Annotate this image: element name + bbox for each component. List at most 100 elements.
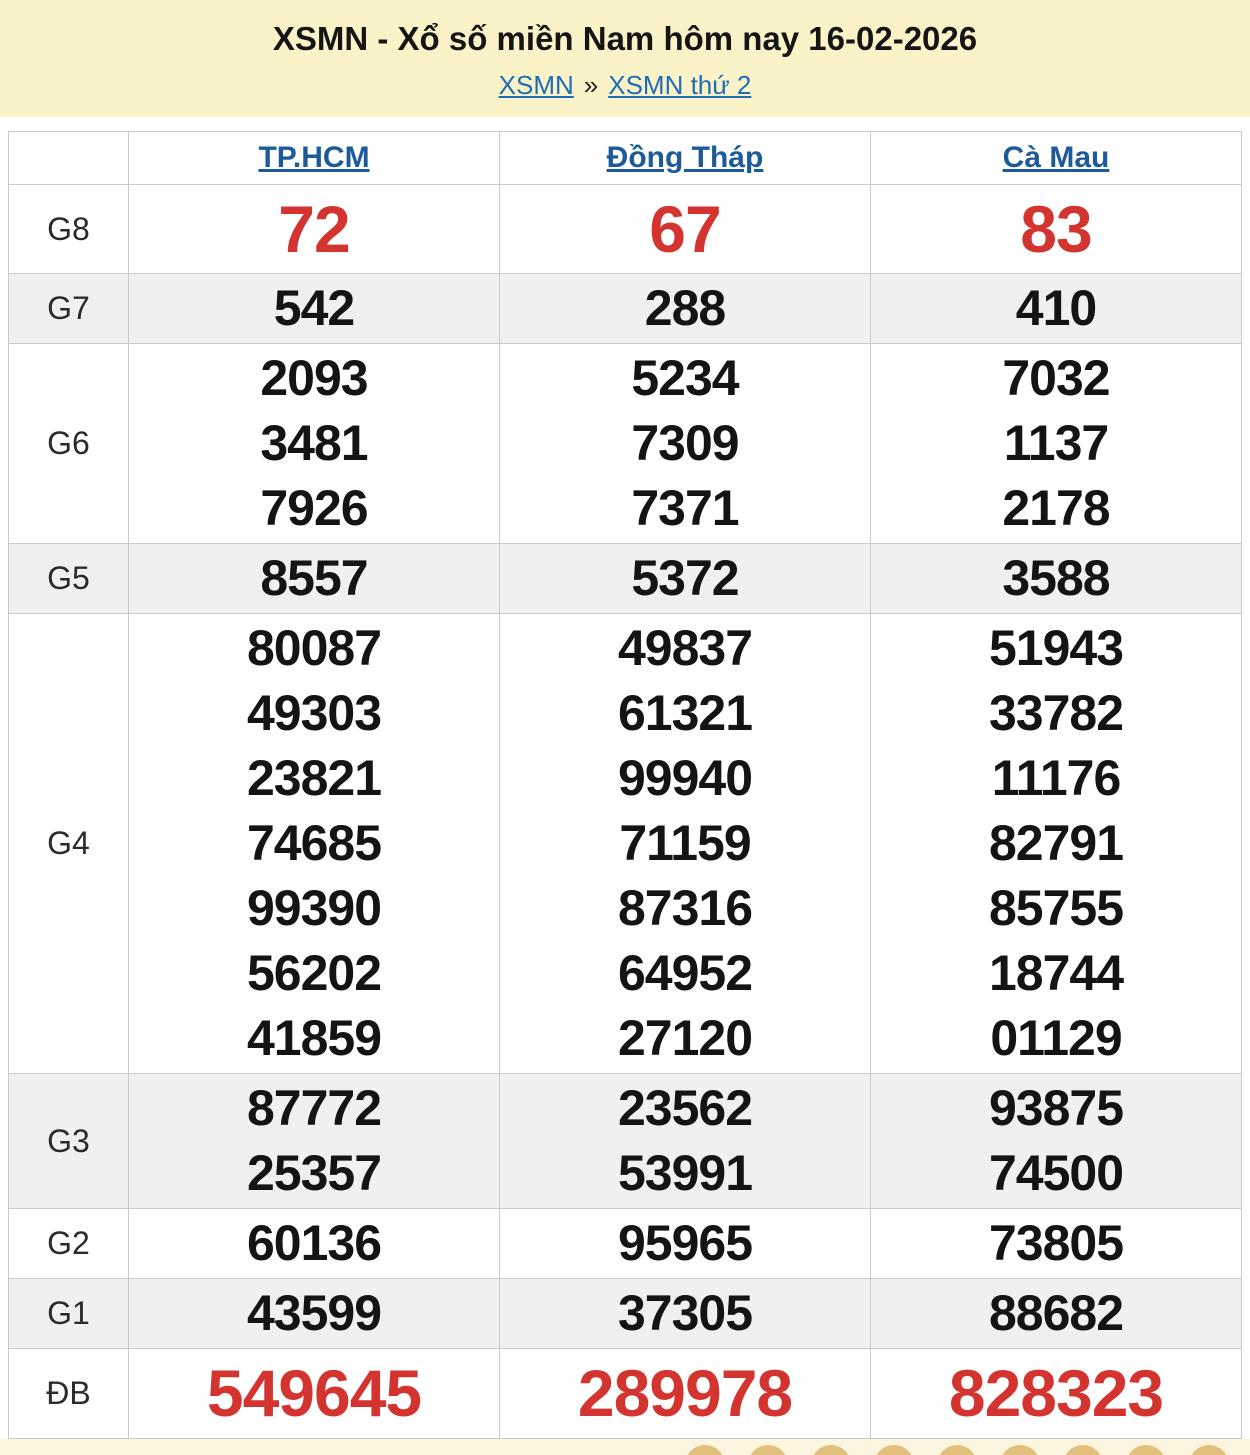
- result-number: 95965: [617, 1215, 753, 1272]
- result-number: 73805: [988, 1215, 1124, 1272]
- prize-row-g7: G7 542 288 410: [8, 273, 1242, 345]
- breadcrumb-link-current[interactable]: XSMN thứ 2: [608, 70, 752, 100]
- column-header-link-tphcm[interactable]: TP.HCM: [258, 141, 370, 174]
- prize-label: G2: [8, 1208, 129, 1280]
- result-number: 27120: [617, 1010, 753, 1067]
- result-number: 25357: [246, 1145, 382, 1202]
- prize-label: G6: [8, 343, 129, 545]
- breadcrumb-separator: »: [583, 70, 599, 100]
- result-number: 3588: [1002, 550, 1110, 607]
- page-header: XSMN - Xổ số miền Nam hôm nay 16-02-2026…: [0, 0, 1250, 117]
- result-number: 3481: [260, 415, 368, 472]
- result-cell: 288: [499, 273, 871, 345]
- result-cell: 43599: [128, 1278, 500, 1350]
- prize-row-g5: G5 8557 5372 3588: [8, 543, 1242, 615]
- prize-label: G4: [8, 613, 129, 1075]
- result-number: 1137: [1003, 415, 1109, 472]
- page-title: XSMN - Xổ số miền Nam hôm nay 16-02-2026: [272, 20, 978, 57]
- result-number: 60136: [246, 1215, 382, 1272]
- result-number: 80087: [246, 620, 382, 677]
- result-cell: 289978: [499, 1348, 871, 1439]
- result-number: 67: [649, 192, 721, 266]
- result-cell: 88682: [870, 1278, 1242, 1350]
- prize-label: G5: [8, 543, 129, 615]
- result-cell: 5234 7309 7371: [499, 343, 871, 545]
- loto-ball-icon: [874, 1444, 914, 1455]
- result-cell: 72: [128, 183, 500, 275]
- result-cell: 828323: [870, 1348, 1242, 1439]
- result-number: 74685: [246, 815, 382, 872]
- result-cell: 37305: [499, 1278, 871, 1350]
- result-cell: 542: [128, 273, 500, 345]
- result-number: 8557: [260, 550, 368, 607]
- column-header-link-ca-mau[interactable]: Cà Mau: [1002, 141, 1110, 174]
- prize-row-g8: G8 72 67 83: [8, 183, 1242, 275]
- result-number: 11176: [991, 750, 1122, 807]
- prize-row-g2: G2 60136 95965 73805: [8, 1208, 1242, 1280]
- result-cell: 2093 3481 7926: [128, 343, 500, 545]
- breadcrumb: XSMN » XSMN thứ 2: [0, 70, 1250, 101]
- prize-label: G8: [8, 183, 129, 275]
- lottery-results-table: TP.HCM Đồng Tháp Cà Mau G8 72 67 83 G7 542 288…: [8, 131, 1242, 1439]
- results-body: G8 72 67 83 G7 542 288 410 G6 2093 3481 7926 5234 730…: [8, 183, 1242, 1439]
- result-number: 18744: [988, 945, 1124, 1002]
- result-number: 7926: [260, 480, 368, 537]
- result-number: 43599: [246, 1285, 382, 1342]
- result-number: 37305: [617, 1285, 753, 1342]
- result-number: 23562: [617, 1080, 753, 1137]
- result-number: 87772: [246, 1080, 382, 1137]
- result-cell: 67: [499, 183, 871, 275]
- result-number: 64952: [617, 945, 753, 1002]
- loto-ball-icon: [1126, 1444, 1166, 1455]
- loto-ball-icon: [937, 1444, 977, 1455]
- result-cell: 410: [870, 273, 1242, 345]
- result-number: 41859: [246, 1010, 382, 1067]
- result-number: 99390: [246, 880, 382, 937]
- result-number: 410: [1015, 280, 1097, 337]
- result-number: 74500: [988, 1145, 1124, 1202]
- result-cell: 7032 1137 2178: [870, 343, 1242, 545]
- result-number: 72: [278, 192, 350, 266]
- result-number: 5234: [631, 350, 739, 407]
- result-number: 01129: [990, 1010, 1122, 1067]
- result-number: 542: [273, 280, 355, 337]
- result-cell: 5372: [499, 543, 871, 615]
- breadcrumb-link-xsmn[interactable]: XSMN: [498, 70, 574, 100]
- result-cell: 87772 25357: [128, 1073, 500, 1210]
- result-number: 828323: [948, 1356, 1164, 1431]
- result-cell: 549645: [128, 1348, 500, 1439]
- result-number: 2093: [260, 350, 368, 407]
- result-number: 71159: [619, 815, 751, 872]
- prize-label: G7: [8, 273, 129, 345]
- result-number: 23821: [246, 750, 382, 807]
- result-number: 83: [1020, 192, 1092, 266]
- prize-label: ĐB: [8, 1348, 129, 1439]
- result-number: 82791: [988, 815, 1124, 872]
- result-number: 85755: [988, 880, 1124, 937]
- result-number: 5372: [631, 550, 739, 607]
- column-header-dong-thap: Đồng Tháp: [499, 131, 871, 185]
- result-number: 49303: [246, 685, 382, 742]
- loto-ball-icon: [1000, 1444, 1040, 1455]
- column-header-ca-mau: Cà Mau: [870, 131, 1242, 185]
- result-number: 51943: [988, 620, 1124, 677]
- result-cell: 73805: [870, 1208, 1242, 1280]
- result-cell: 60136: [128, 1208, 500, 1280]
- result-number: 289978: [577, 1356, 793, 1431]
- result-number: 87316: [617, 880, 753, 937]
- result-number: 49837: [617, 620, 753, 677]
- result-number: 288: [644, 280, 726, 337]
- result-number: 7032: [1002, 350, 1110, 407]
- result-number: 93875: [988, 1080, 1124, 1137]
- result-number: 56202: [246, 945, 382, 1002]
- result-number: 2178: [1002, 480, 1110, 537]
- corner-cell: [8, 131, 129, 185]
- column-header-tphcm: TP.HCM: [128, 131, 500, 185]
- column-header-link-dong-thap[interactable]: Đồng Tháp: [606, 141, 764, 174]
- result-number: 99940: [617, 750, 753, 807]
- result-cell: 83: [870, 183, 1242, 275]
- prize-row-g1: G1 43599 37305 88682: [8, 1278, 1242, 1350]
- prize-label: G3: [8, 1073, 129, 1210]
- prize-row-g3: G3 87772 25357 23562 53991 93875 74500: [8, 1073, 1242, 1210]
- result-number: 7371: [631, 480, 739, 537]
